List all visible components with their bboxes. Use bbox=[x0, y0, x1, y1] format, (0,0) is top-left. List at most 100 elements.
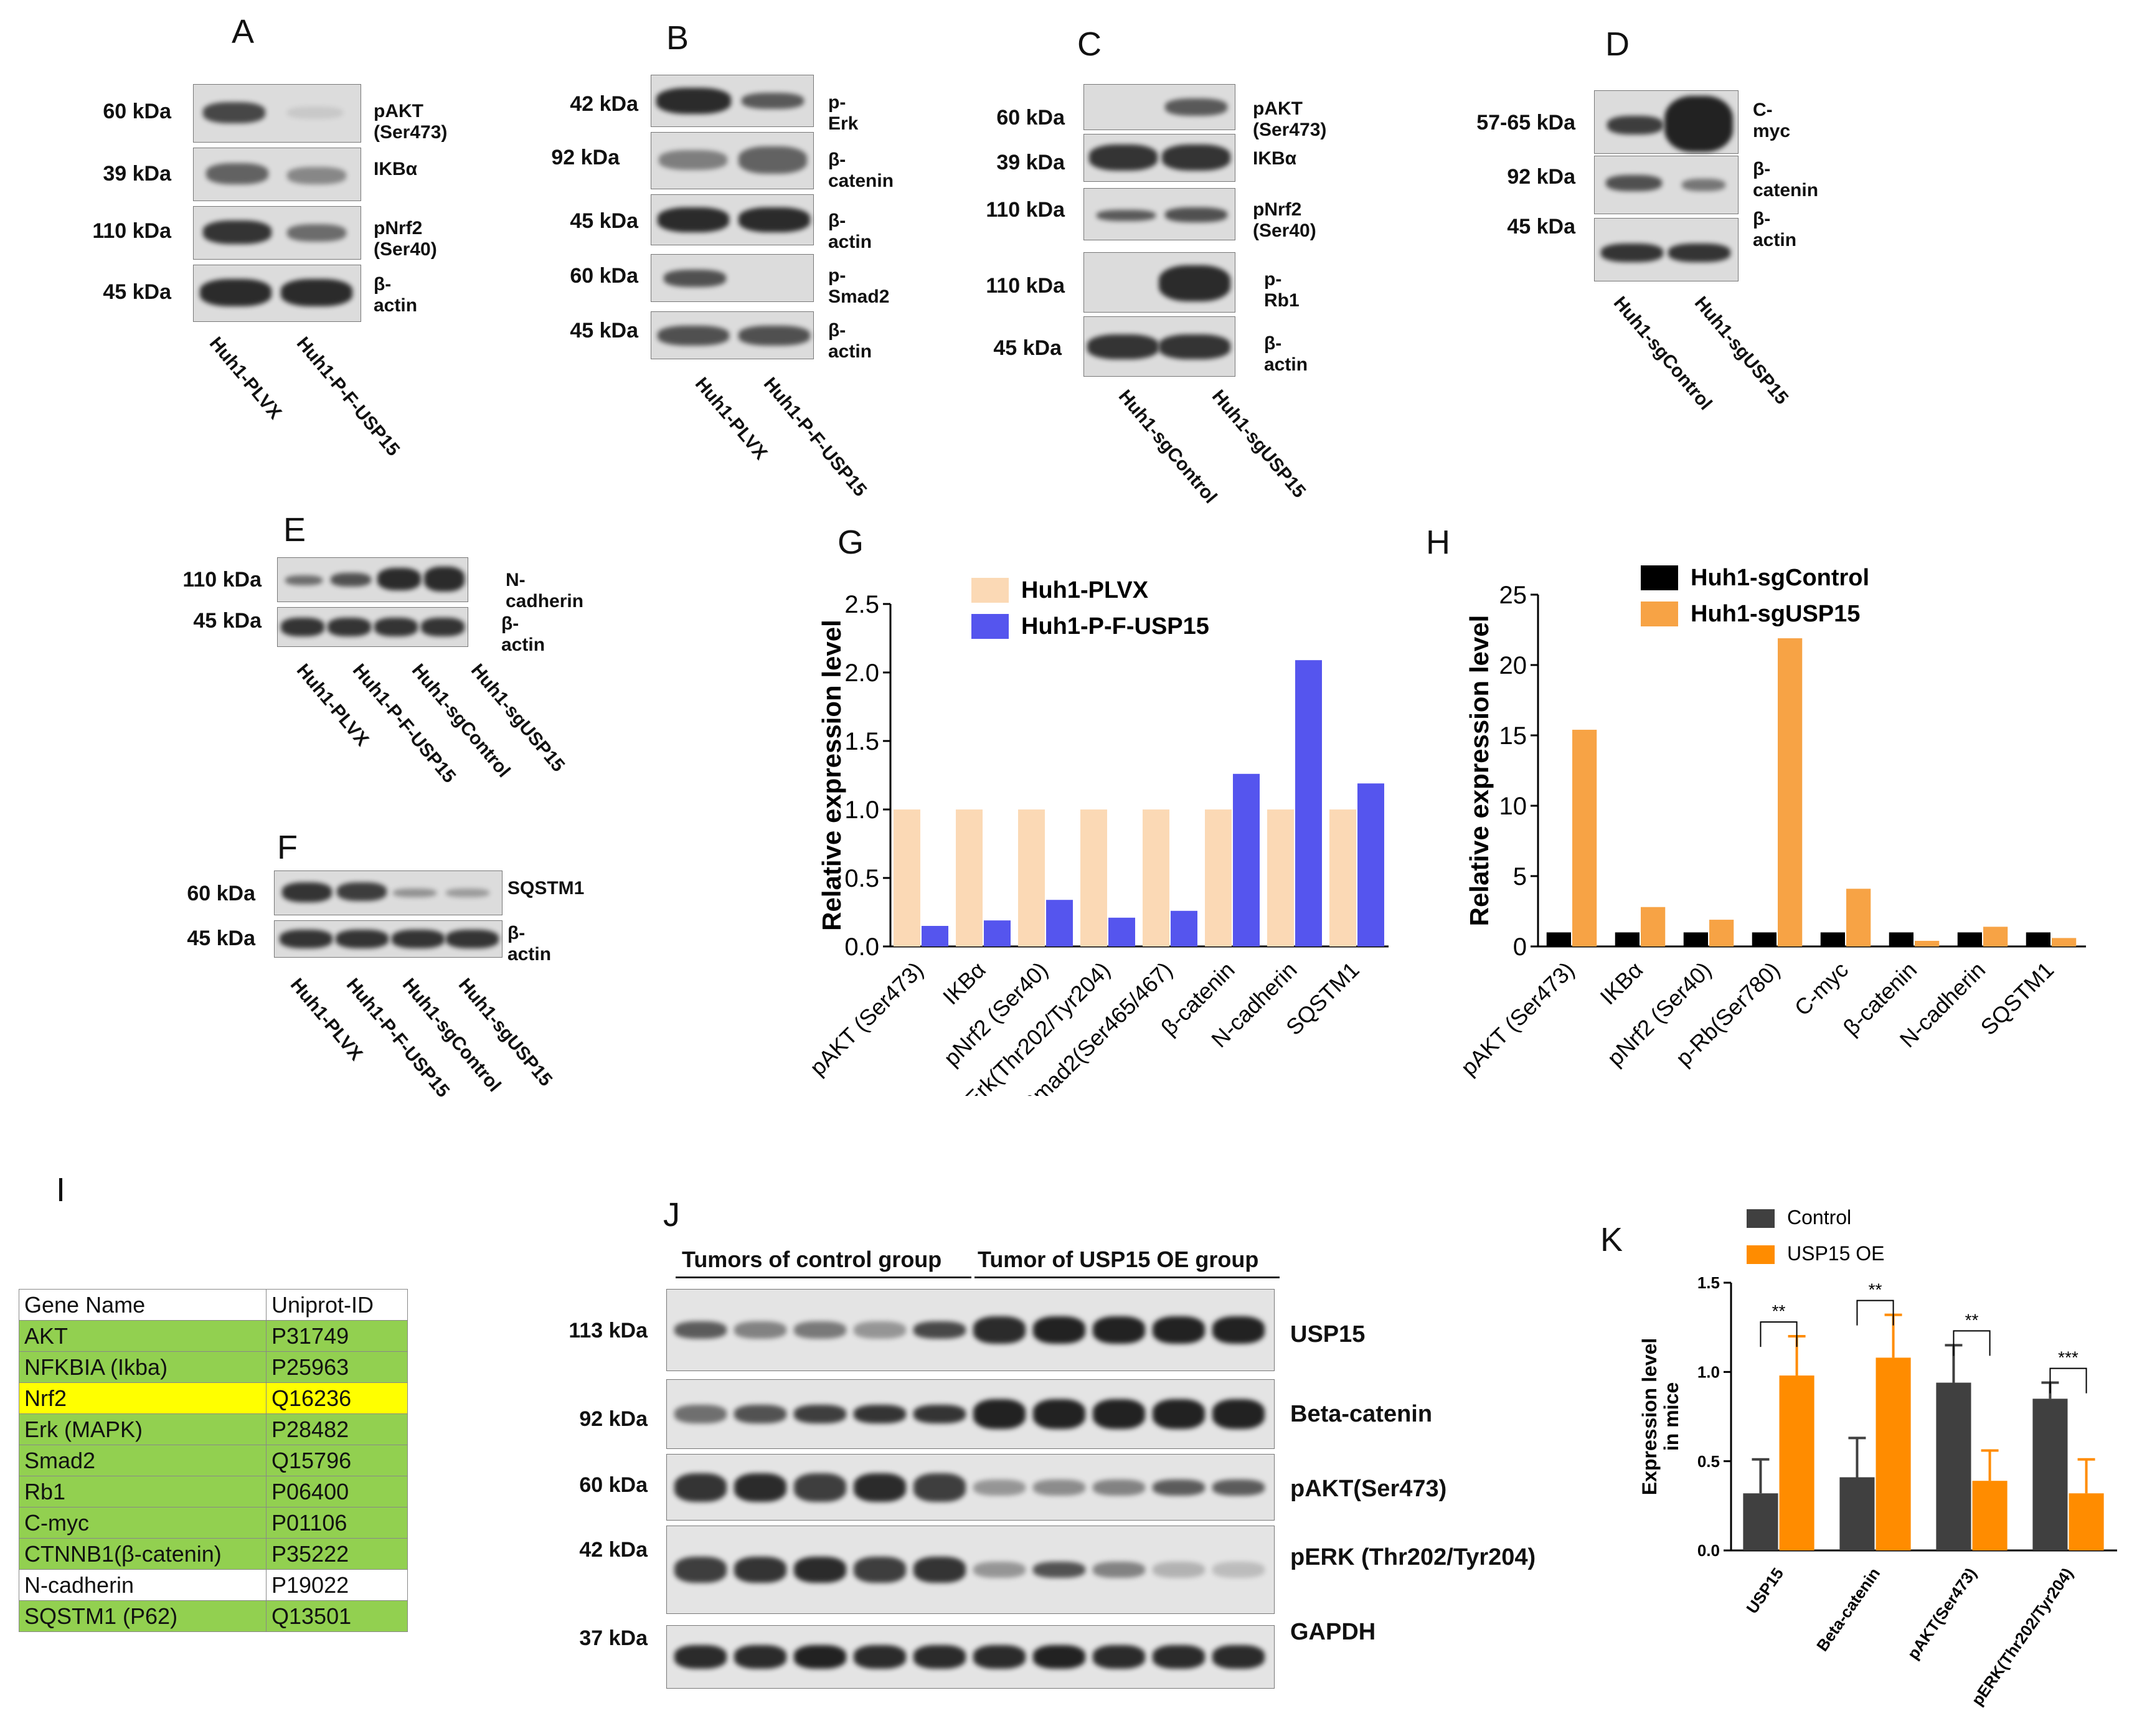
category-label: pAKT (Ser473) bbox=[805, 957, 928, 1080]
bar bbox=[922, 926, 948, 946]
y-tick-label: 1.5 bbox=[844, 728, 879, 755]
protein-label: USP15 bbox=[1290, 1321, 1366, 1347]
protein-label: pAKT(Ser473) bbox=[1290, 1476, 1447, 1502]
blot-strip bbox=[666, 1526, 1275, 1614]
kda-label: 45 kDa bbox=[570, 209, 638, 233]
y-axis-label-line: Expression level bbox=[1638, 1338, 1661, 1496]
table-row: SQSTM1 (P62) Q13501 bbox=[19, 1600, 408, 1632]
category-label: Beta-catenin bbox=[1813, 1564, 1884, 1654]
uniprot-id-cell: P01106 bbox=[266, 1507, 408, 1539]
bar bbox=[1108, 917, 1135, 946]
bar bbox=[1329, 809, 1356, 946]
significance-bracket bbox=[1856, 1300, 1894, 1326]
y-tick-label: 0.5 bbox=[844, 865, 879, 892]
bar bbox=[984, 920, 1011, 946]
uniprot-id-cell: P35222 bbox=[266, 1538, 408, 1570]
kda-label: 92 kDa bbox=[579, 1407, 648, 1431]
blot-strip bbox=[666, 1625, 1275, 1689]
blot-strip bbox=[193, 206, 361, 260]
legend-label: Huh1-PLVX bbox=[1021, 577, 1149, 603]
kda-label: 45 kDa bbox=[1507, 215, 1575, 238]
bar bbox=[1972, 1481, 2008, 1550]
bar bbox=[1615, 932, 1640, 946]
uniprot-id-cell: P06400 bbox=[266, 1476, 408, 1507]
group-label-control: Tumors of control group bbox=[682, 1247, 942, 1272]
legend-label: Huh1-P-F-USP15 bbox=[1021, 613, 1209, 639]
gene-name-cell: Nrf2 bbox=[19, 1382, 267, 1414]
uniprot-id-cell: P31749 bbox=[266, 1320, 408, 1352]
kda-label: 110 kDa bbox=[986, 274, 1065, 298]
kda-label: 57-65 kDa bbox=[1476, 111, 1575, 134]
blot-strip bbox=[1594, 218, 1739, 281]
protein-label: IKBα bbox=[374, 159, 418, 179]
legend-label: Huh1-sgUSP15 bbox=[1691, 601, 1860, 627]
kda-label: 110 kDa bbox=[92, 219, 171, 243]
kda-label: 60 kDa bbox=[570, 264, 638, 288]
table-row: C-myc P01106 bbox=[19, 1507, 408, 1539]
y-tick-label: 0.0 bbox=[844, 933, 879, 961]
protein-label: p-Rb1 bbox=[1264, 269, 1300, 311]
legend-swatch bbox=[971, 578, 1009, 603]
panel-letter-h: H bbox=[1426, 524, 1450, 561]
blot-strip bbox=[651, 311, 814, 359]
y-tick-label: 1.0 bbox=[1697, 1362, 1720, 1381]
bar bbox=[1983, 927, 2008, 946]
kda-label: 110 kDa bbox=[986, 198, 1065, 222]
bar bbox=[1267, 809, 1294, 946]
blot-strip bbox=[1083, 134, 1235, 182]
bar bbox=[1171, 910, 1197, 946]
bar bbox=[1936, 1382, 1971, 1550]
kda-label: 45 kDa bbox=[193, 609, 262, 633]
panel-letter-k: K bbox=[1600, 1221, 1623, 1258]
blot-strip bbox=[1083, 84, 1235, 130]
kda-label: 60 kDa bbox=[187, 882, 255, 905]
table-row: CTNNB1(β-catenin) P35222 bbox=[19, 1538, 408, 1570]
bar bbox=[2026, 932, 2050, 946]
y-axis-label: Relative expression level bbox=[1465, 615, 1494, 927]
gene-name-cell: AKT bbox=[19, 1320, 267, 1352]
table-row: Nrf2 Q16236 bbox=[19, 1382, 408, 1414]
uniprot-id-cell: Q16236 bbox=[266, 1382, 408, 1414]
lane-label: Huh1-sgUSP15 bbox=[1207, 386, 1310, 502]
lane-label: Huh1-P-F-USP15 bbox=[292, 333, 404, 460]
bar bbox=[956, 809, 983, 946]
bar bbox=[1080, 809, 1107, 946]
kda-label: 45 kDa bbox=[103, 280, 171, 304]
category-label: USP15 bbox=[1742, 1564, 1787, 1617]
lane-label: Huh1-P-F-USP15 bbox=[759, 374, 871, 501]
y-tick-label: 10 bbox=[1499, 793, 1527, 820]
y-axis-label-line: in mice bbox=[1660, 1382, 1682, 1451]
blot-strip bbox=[1594, 90, 1739, 154]
protein-label: β-actin bbox=[1264, 333, 1308, 375]
panel-letter-e: E bbox=[283, 511, 306, 549]
protein-label: pAKT (Ser473) bbox=[1253, 98, 1327, 140]
table-row: N-cadherin P19022 bbox=[19, 1569, 408, 1601]
significance-label: *** bbox=[2058, 1348, 2079, 1367]
bar bbox=[1779, 1375, 1814, 1550]
bar bbox=[1295, 660, 1322, 946]
blot-strip bbox=[666, 1289, 1275, 1371]
bar bbox=[1876, 1357, 1911, 1550]
bar bbox=[1743, 1493, 1778, 1550]
lane-label: Huh1-P-F-USP15 bbox=[342, 974, 454, 1102]
significance-bracket bbox=[1953, 1330, 1991, 1356]
protein-label: pERK (Thr202/Tyr204) bbox=[1290, 1544, 1536, 1570]
bar bbox=[1546, 932, 1571, 946]
category-label: IKBα bbox=[1595, 957, 1648, 1010]
kda-label: 110 kDa bbox=[182, 568, 262, 592]
chart-k: 0.0 0.5 1.0 1.5 Expression levelin mice USP15… bbox=[1638, 1206, 2117, 1709]
blot-strip bbox=[666, 1379, 1275, 1449]
blot-strip bbox=[651, 194, 814, 245]
protein-label: p-Smad2 bbox=[828, 265, 890, 307]
bar bbox=[1839, 1477, 1875, 1550]
group-label-oe: Tumor of USP15 OE group bbox=[978, 1247, 1259, 1272]
panel-letter-b: B bbox=[666, 19, 689, 57]
kda-label: 60 kDa bbox=[996, 106, 1065, 130]
significance-label: ** bbox=[1869, 1280, 1882, 1300]
y-tick-label: 1.0 bbox=[844, 796, 879, 824]
kda-label: 42 kDa bbox=[579, 1538, 648, 1562]
protein-label: β-actin bbox=[507, 923, 552, 965]
kda-label: 92 kDa bbox=[1507, 165, 1575, 189]
panel-letter-j: J bbox=[663, 1196, 680, 1234]
y-tick-label: 1.5 bbox=[1697, 1273, 1720, 1292]
